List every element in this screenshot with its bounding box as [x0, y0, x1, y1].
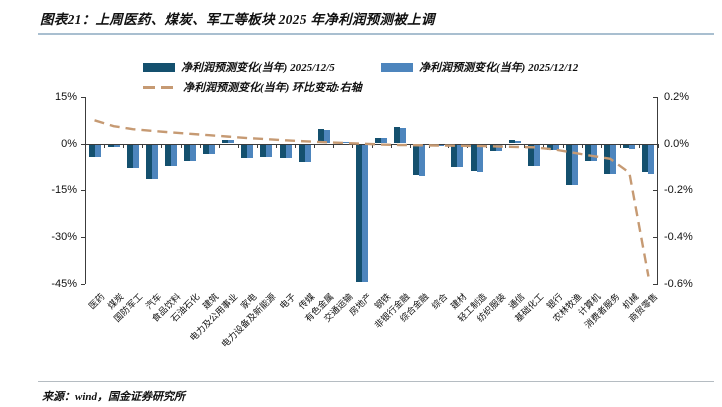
- category-axis-tick: [447, 143, 449, 148]
- bar-week2-农林牧渔: [572, 144, 579, 185]
- y-axis-label-left: -15%: [51, 184, 77, 197]
- bar-week2-传媒: [304, 144, 311, 162]
- bar-swatch-dark-blue-icon: [143, 62, 175, 72]
- bar-week1-医药: [88, 144, 95, 158]
- bar-week2-电力及公用事业: [228, 140, 235, 144]
- dashed-line-swatch-icon: [143, 85, 177, 89]
- category-axis-tick: [562, 143, 564, 148]
- category-axis-tick: [352, 143, 354, 148]
- bar-week2-计算机: [591, 144, 598, 162]
- right-axis-tick: [653, 97, 658, 98]
- bar-week2-轻工制造: [476, 144, 483, 172]
- category-axis-tick: [333, 143, 335, 148]
- bar-week2-电力设备及新能源: [266, 144, 273, 157]
- legend-item-week2: 净利润预测变化(当年) 2025/12/12: [381, 61, 579, 74]
- y-axis-label-left: 0%: [61, 137, 77, 150]
- legend-item-wow-change: 净利润预测变化(当年) 环比变动:右轴: [143, 81, 362, 94]
- y-axis-label-right: -0.4%: [664, 230, 693, 243]
- right-axis-tick: [653, 236, 658, 238]
- category-axis-tick: [600, 143, 602, 148]
- figure-title: 图表21：上周医药、煤炭、军工等板块 2025 年净利润预测被上调: [40, 12, 435, 27]
- category-axis-tick: [276, 143, 277, 148]
- footer-divider: [38, 381, 714, 382]
- category-axis-tick: [658, 143, 659, 148]
- bar-week2-石油石化: [190, 144, 197, 161]
- left-axis-tick: [81, 190, 85, 192]
- category-axis-tick: [180, 143, 182, 148]
- category-axis-tick: [581, 143, 583, 148]
- category-axis-tick: [486, 143, 488, 148]
- bar-week2-消费者服务: [610, 144, 617, 175]
- bar-week2-通信: [514, 140, 521, 144]
- category-axis-tick: [409, 143, 411, 148]
- left-axis-tick: [81, 283, 85, 285]
- left-axis-line: [85, 97, 86, 284]
- legend-label-wow-change: 净利润预测变化(当年) 环比变动:右轴: [183, 82, 362, 94]
- category-axis-tick: [199, 143, 201, 148]
- legend-label-week2: 净利润预测变化(当年) 2025/12/12: [419, 62, 579, 74]
- bar-week2-综合金融: [419, 144, 426, 176]
- bar-week2-食品饮料: [170, 144, 177, 166]
- bar-week2-银行: [552, 144, 559, 150]
- y-axis-label-left: -30%: [51, 230, 77, 243]
- category-axis-tick: [256, 143, 258, 148]
- y-axis-label-left: 15%: [54, 91, 77, 103]
- left-axis-tick: [81, 143, 85, 145]
- bar-week2-有色金属: [323, 130, 330, 144]
- bar-week2-非银行金融: [400, 127, 407, 144]
- bar-week2-机械: [629, 144, 636, 149]
- bar-week2-综合: [438, 144, 445, 147]
- right-axis-tick: [653, 283, 658, 285]
- bar-week2-建材: [457, 144, 464, 168]
- bar-week2-基础化工: [533, 144, 540, 166]
- bar-week2-家电: [247, 144, 254, 159]
- bar-week2-交通运输: [342, 141, 349, 144]
- legend-item-week1: 净利润预测变化(当年) 2025/12/5: [143, 61, 335, 74]
- y-axis-label-right: -0.2%: [664, 184, 693, 197]
- left-axis-tick: [81, 97, 85, 98]
- legend-label-week1: 净利润预测变化(当年) 2025/12/5: [181, 62, 335, 74]
- category-axis-tick: [371, 143, 373, 148]
- left-axis-tick: [81, 236, 85, 238]
- category-axis-tick: [161, 143, 163, 148]
- category-axis-tick: [505, 143, 507, 148]
- category-axis-tick: [467, 143, 468, 148]
- y-axis-label-left: -45%: [51, 277, 77, 290]
- bar-week2-房地产: [361, 144, 368, 283]
- right-axis-tick: [653, 190, 658, 192]
- y-axis-label-right: 0.2%: [664, 91, 690, 103]
- category-axis-tick: [543, 143, 545, 148]
- category-axis-tick: [123, 143, 125, 148]
- category-axis-tick: [295, 143, 297, 148]
- bar-week2-钢铁: [381, 138, 388, 144]
- bar-week2-纺织服装: [495, 144, 502, 152]
- bar-week2-国防军工: [132, 144, 139, 169]
- bar-week2-电子: [285, 144, 292, 158]
- bar-week2-汽车: [151, 144, 158, 179]
- category-axis-tick: [638, 143, 640, 148]
- title-divider: [38, 33, 714, 35]
- category-axis-tick: [428, 143, 430, 148]
- category-axis-tick: [314, 143, 316, 148]
- category-axis-tick: [237, 143, 239, 148]
- y-axis-label-right: -0.6%: [664, 277, 693, 290]
- category-axis-tick: [142, 143, 144, 148]
- bar-week2-医药: [94, 144, 101, 157]
- category-axis-tick: [619, 143, 621, 148]
- bar-week2-建筑: [209, 144, 216, 155]
- y-axis-label-right: 0.0%: [664, 137, 690, 150]
- bar-week2-煤炭: [113, 144, 120, 147]
- category-axis-tick: [524, 143, 526, 148]
- category-axis-tick: [85, 143, 86, 148]
- category-axis-tick: [218, 143, 220, 148]
- source-note: 来源：wind，国金证券研究所: [42, 391, 186, 403]
- bar-swatch-light-blue-icon: [381, 62, 413, 72]
- category-axis-tick: [390, 143, 392, 148]
- category-axis-tick: [104, 143, 106, 148]
- bar-week2-商贸零售: [648, 144, 655, 174]
